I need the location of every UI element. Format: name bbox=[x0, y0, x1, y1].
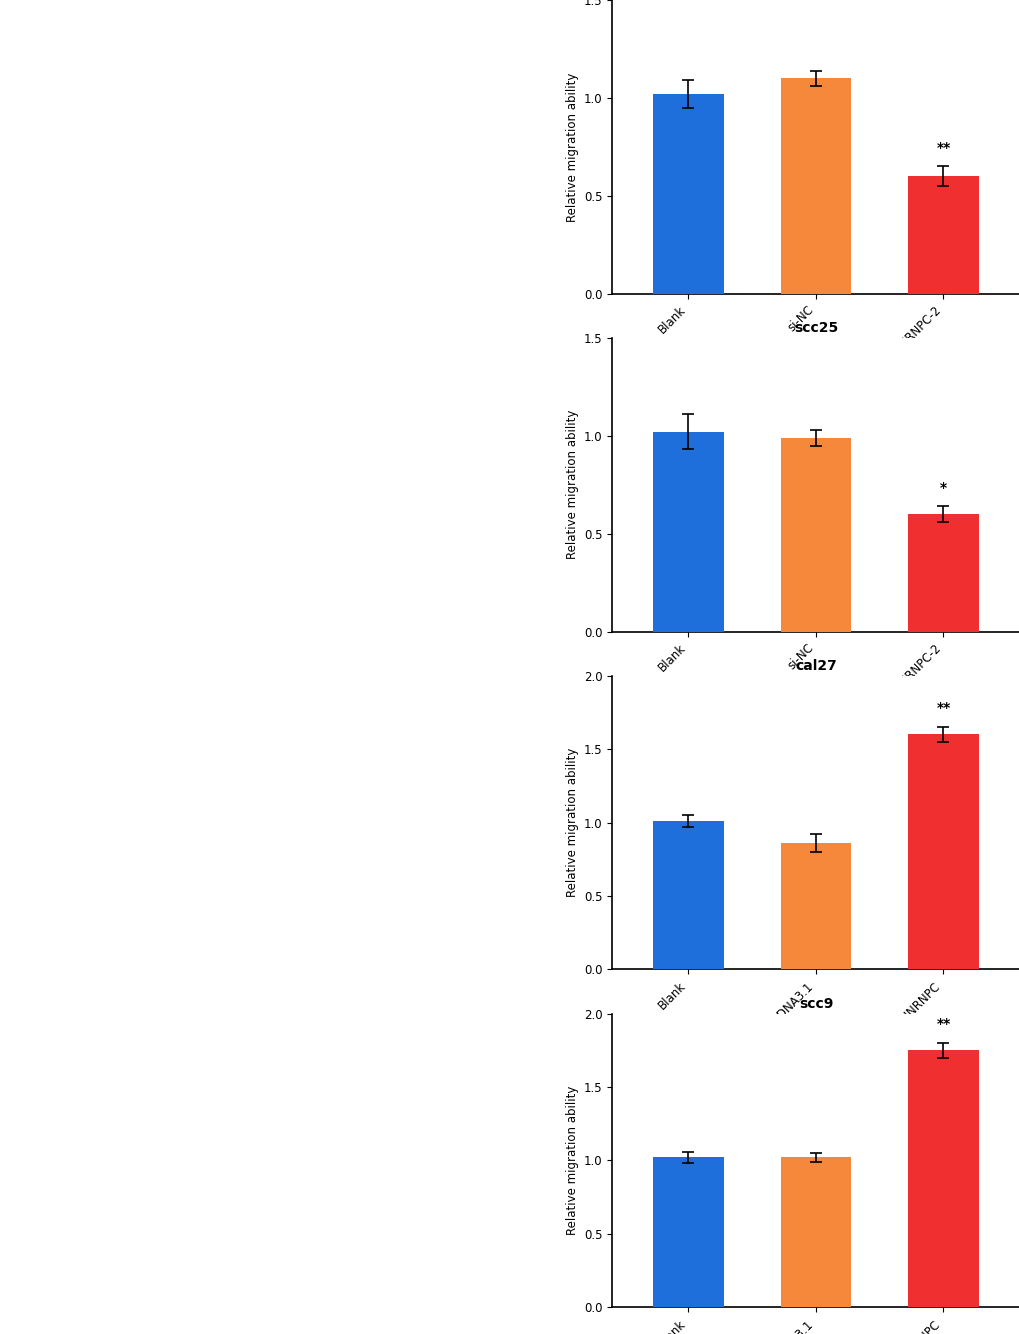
Y-axis label: Relative migration ability: Relative migration ability bbox=[566, 748, 579, 898]
Bar bbox=[653, 432, 722, 631]
Bar bbox=[908, 735, 977, 970]
Bar bbox=[908, 1050, 977, 1307]
Bar bbox=[908, 176, 977, 293]
Bar bbox=[781, 843, 850, 970]
Y-axis label: Relative migration ability: Relative migration ability bbox=[566, 72, 579, 221]
Title: cal27: cal27 bbox=[795, 659, 836, 674]
Text: **: ** bbox=[935, 1017, 950, 1031]
Bar bbox=[653, 822, 722, 970]
Bar bbox=[781, 438, 850, 631]
Title: scc9: scc9 bbox=[798, 996, 833, 1011]
Text: *: * bbox=[940, 480, 946, 495]
Bar bbox=[781, 79, 850, 293]
Bar bbox=[781, 1158, 850, 1307]
Bar bbox=[908, 514, 977, 631]
Y-axis label: Relative migration ability: Relative migration ability bbox=[566, 410, 579, 559]
Y-axis label: Relative migration ability: Relative migration ability bbox=[566, 1086, 579, 1235]
Title: scc25: scc25 bbox=[793, 321, 838, 335]
Bar bbox=[653, 93, 722, 293]
Text: **: ** bbox=[935, 140, 950, 155]
Bar bbox=[653, 1158, 722, 1307]
Text: **: ** bbox=[935, 702, 950, 715]
